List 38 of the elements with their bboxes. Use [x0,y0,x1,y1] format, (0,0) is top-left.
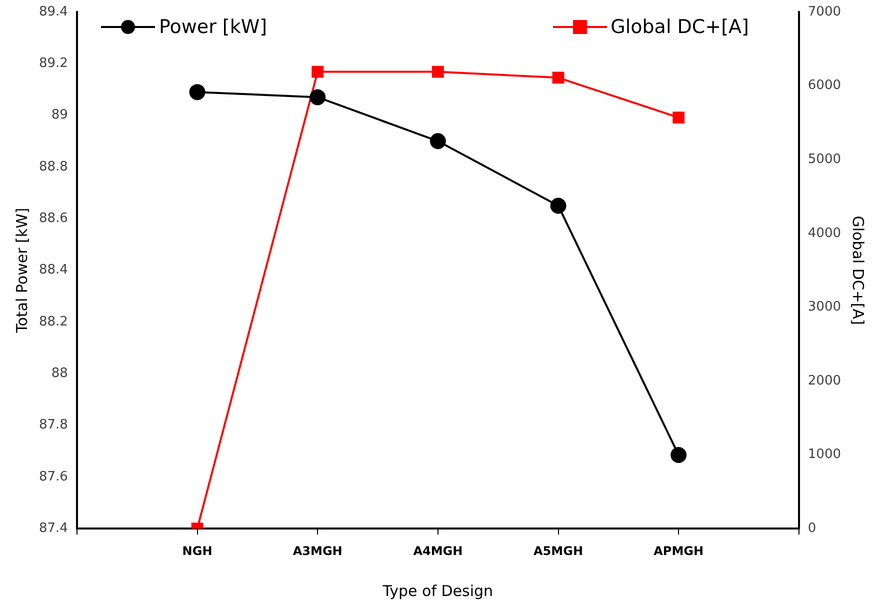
y-axis-title: Total Power [kW] [12,208,31,334]
x-axis-title: Type of Design [382,582,494,600]
x-tick-label: NGH [182,544,212,558]
point [312,66,324,78]
legend-label: Global DC+[A] [610,16,749,38]
y-tick-label: 87.4 [38,520,68,536]
point [672,112,685,124]
y2-tick-label: 0 [808,520,816,536]
y-tick-label: 88.8 [38,159,68,174]
x-tick-label: A4MGH [413,544,463,558]
x-tick-label: A5MGH [534,544,583,558]
y-tick-label: 88.2 [38,314,68,330]
y-tick-label: 87.8 [38,418,68,433]
legend-label: Power [kW] [158,16,268,38]
y2-tick-label: 6000 [808,78,842,94]
point [550,198,566,214]
y-tick-label: 89.2 [38,56,68,72]
y2-axis-title: Global DC+[A] [849,216,868,325]
y2-tick-label: 5000 [808,152,842,167]
y-tick-label: 89 [51,108,68,123]
y-tick-label: 88.6 [38,211,68,226]
y-tick-label: 89.4 [38,4,68,20]
y2-tick-label: 1000 [808,447,842,462]
y-tick-label: 88 [51,366,68,381]
y-tick-label: 88.4 [38,262,68,278]
point [552,72,564,84]
point [670,446,687,463]
y-tick-label: 87.6 [38,469,68,484]
y2-tick-label: 7000 [808,4,842,20]
point [310,89,326,106]
y2-tick-label: 2000 [808,373,842,388]
point [430,133,446,150]
x-tick-label: A3MGH [292,544,342,558]
point [189,84,206,100]
point [432,66,444,78]
y2-tick-label: 3000 [808,300,842,315]
x-tick-label: APMGH [654,544,704,558]
y2-tick-label: 4000 [808,226,842,241]
